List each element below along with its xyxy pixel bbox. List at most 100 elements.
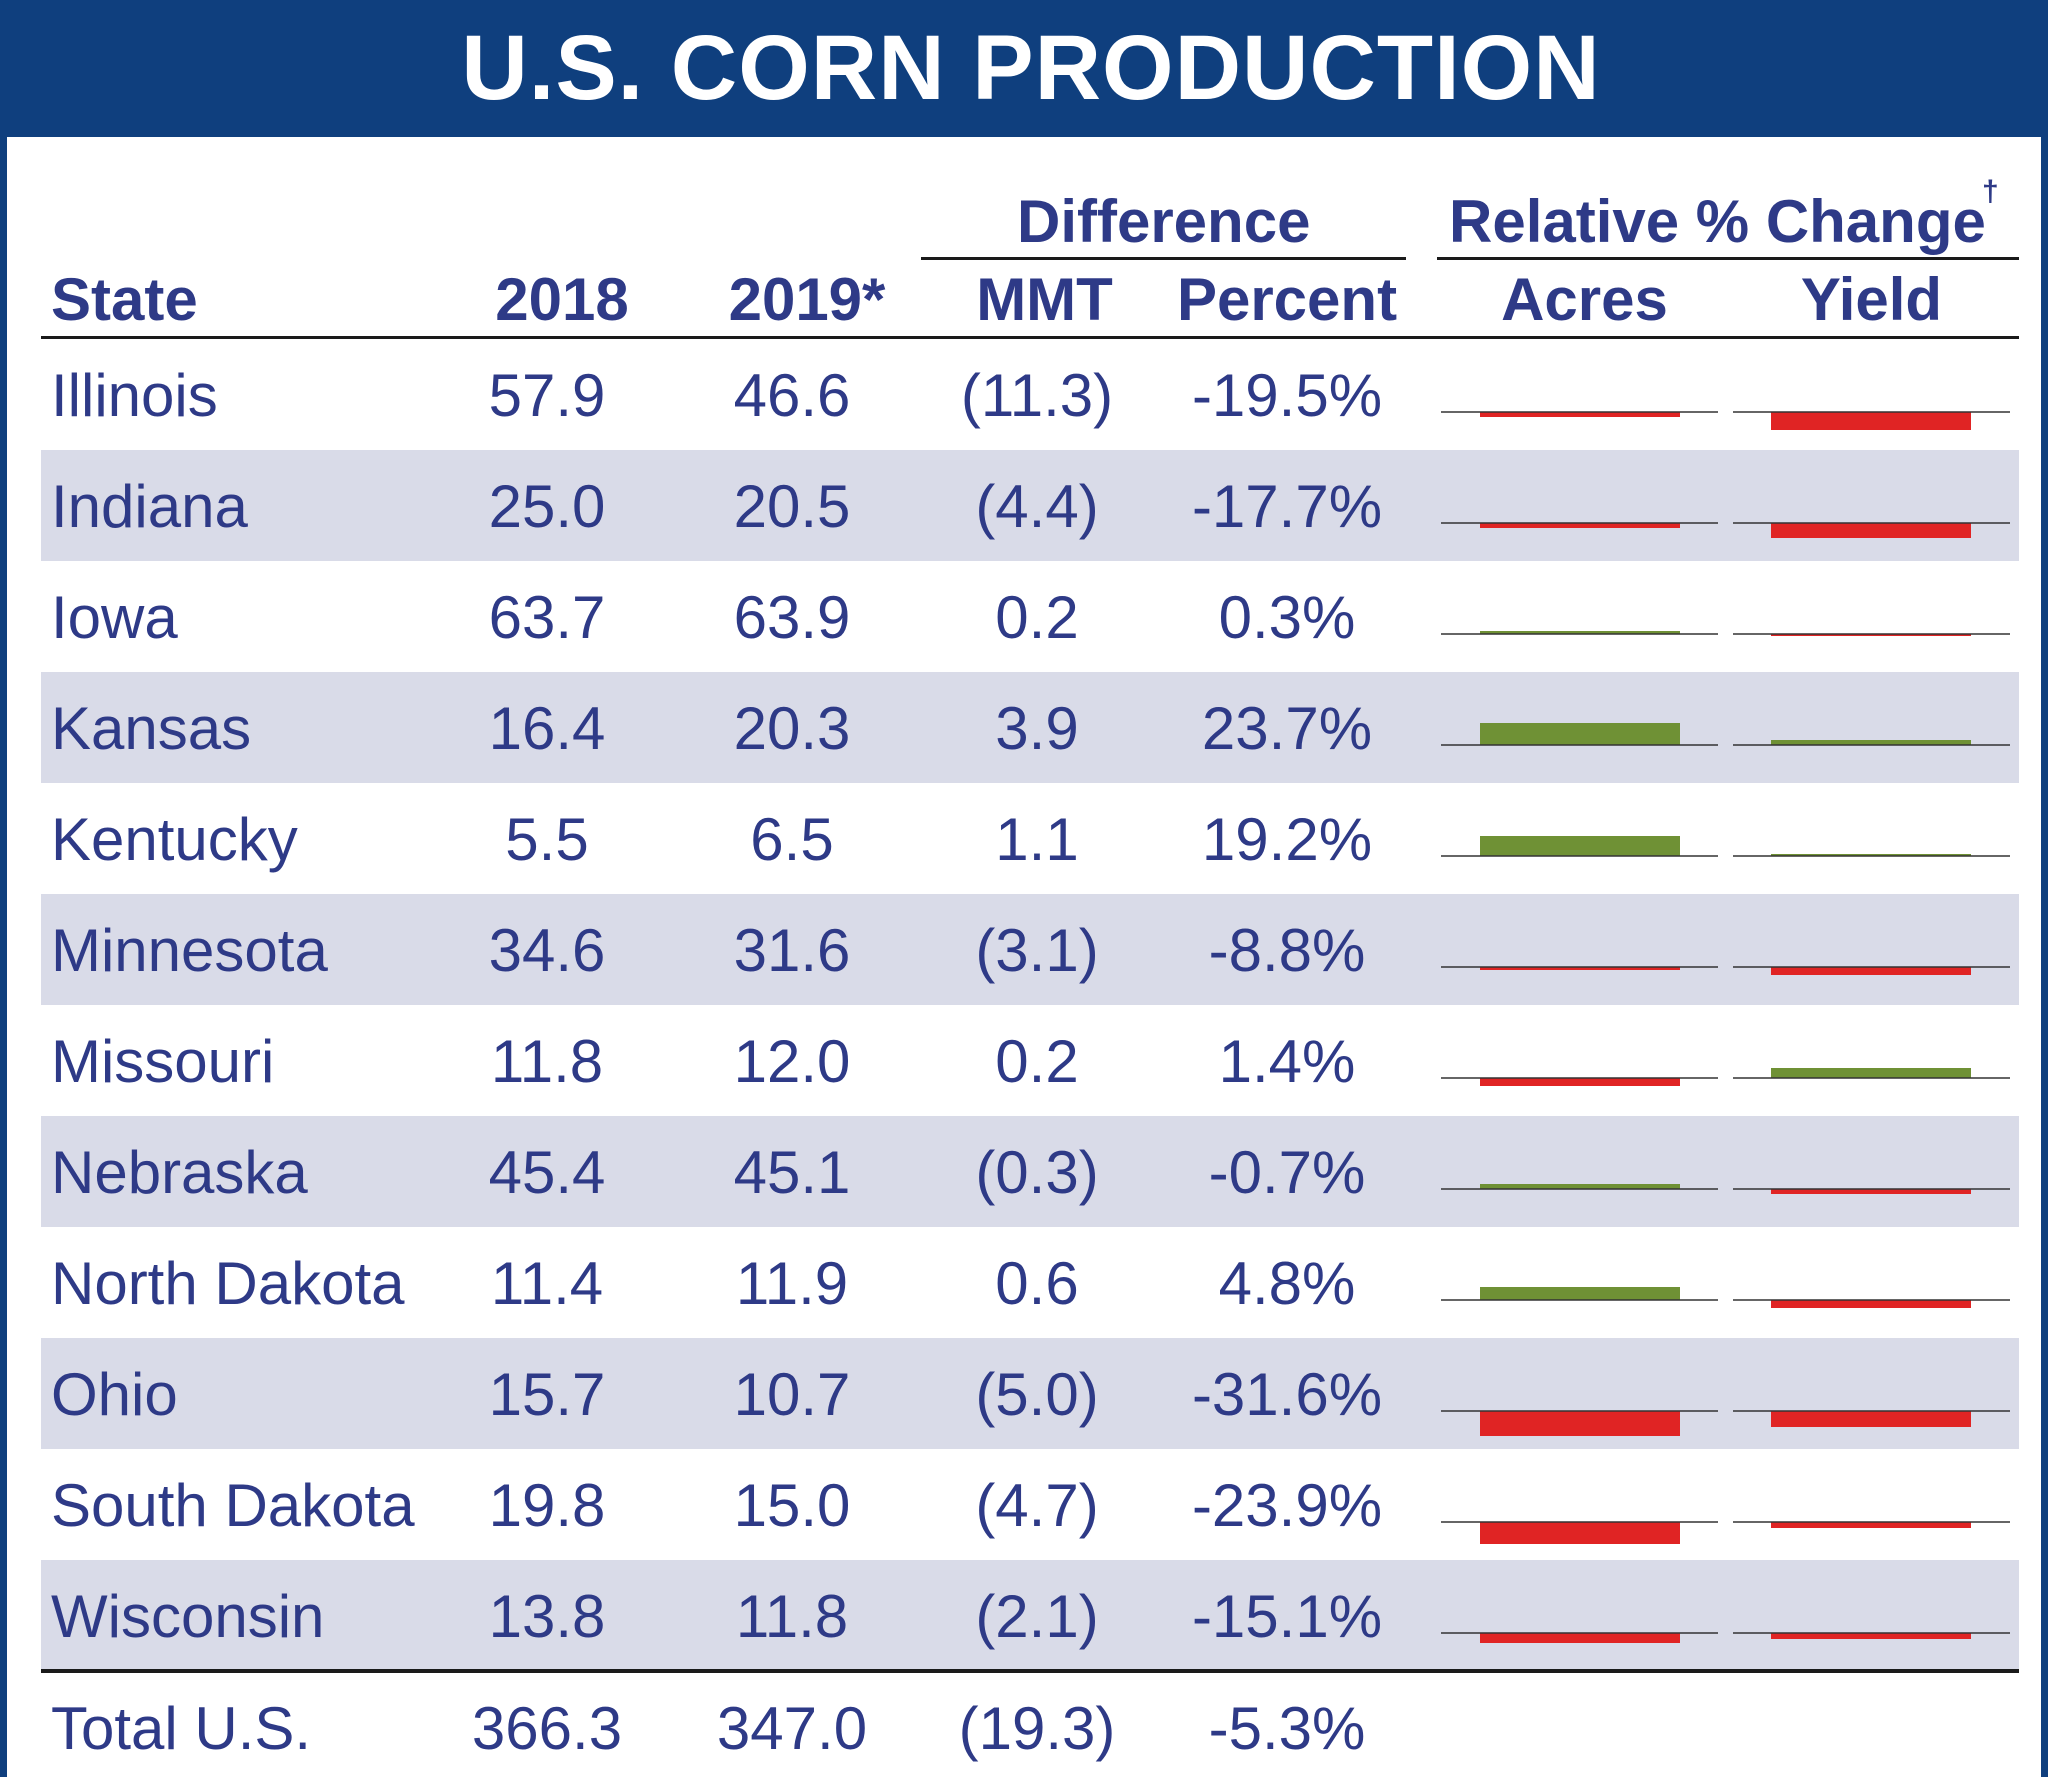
- mmt-difference-cell: 0.6: [995, 1250, 1079, 1317]
- percent-difference-cell: -0.7%: [1208, 1139, 1366, 1206]
- header-2018: 2018: [495, 266, 629, 333]
- header-2019: 2019*: [728, 266, 886, 333]
- percent-difference-cell: -8.8%: [1208, 917, 1366, 984]
- bar-acres-minnesota: [1480, 967, 1680, 970]
- value-2019-cell: 11.8: [735, 1583, 849, 1650]
- value-2018-cell: 15.7: [488, 1361, 606, 1428]
- bar-acres-missouri: [1480, 1078, 1680, 1086]
- value-2019-cell: 12.0: [733, 1028, 851, 1095]
- bar-acres-kansas: [1480, 723, 1680, 745]
- percent-difference-cell: -23.9%: [1191, 1472, 1383, 1539]
- row-stripe: [41, 450, 2019, 561]
- bar-yield-kansas: [1771, 740, 1971, 745]
- percent-difference-cell: -15.1%: [1191, 1583, 1383, 1650]
- state-cell: Illinois: [51, 362, 218, 429]
- state-cell: South Dakota: [51, 1472, 415, 1539]
- value-2018-cell: 34.6: [488, 917, 606, 984]
- mmt-difference-cell: 0.2: [995, 584, 1079, 651]
- mmt-difference-cell: (2.1): [975, 1583, 1099, 1650]
- row-stripe: [41, 672, 2019, 783]
- state-cell: Missouri: [51, 1028, 275, 1095]
- value-2018-cell: 11.4: [490, 1250, 604, 1317]
- row-stripe: [41, 894, 2019, 1005]
- title-banner: U.S. CORN PRODUCTION: [7, 0, 2048, 137]
- header-rule: [41, 336, 2019, 339]
- bar-yield-kentucky: [1771, 854, 1971, 856]
- relative-change-bars: [1441, 411, 2010, 1643]
- value-2018-cell: 25.0: [488, 473, 606, 540]
- mmt-difference-cell: (5.0): [975, 1361, 1099, 1428]
- total-rule: [41, 1669, 2019, 1673]
- header-yield: Yield: [1800, 266, 1943, 333]
- bar-yield-nebraska: [1771, 1189, 1971, 1194]
- mmt-difference-cell: (4.4): [975, 473, 1099, 540]
- percent-difference-cell: 23.7%: [1201, 695, 1373, 762]
- value-2018-cell: 45.4: [488, 1139, 606, 1206]
- row-stripe: [41, 1116, 2019, 1227]
- mmt-difference-cell: (3.1): [975, 917, 1099, 984]
- mmt-difference-cell: 0.2: [995, 1028, 1079, 1095]
- difference-underline: [921, 257, 1406, 260]
- bar-acres-wisconsin: [1480, 1633, 1680, 1643]
- state-cell: Ohio: [51, 1361, 178, 1428]
- bar-yield-minnesota: [1771, 967, 1971, 975]
- value-2019-cell: 31.6: [733, 917, 851, 984]
- value-2019-cell: 63.9: [733, 584, 851, 651]
- mmt-difference-cell: (0.3): [975, 1139, 1099, 1206]
- value-2018-cell: 16.4: [488, 695, 606, 762]
- value-2019-cell: 11.9: [735, 1250, 849, 1317]
- header-mmt: MMT: [976, 266, 1113, 333]
- value-2018-cell: 13.8: [488, 1583, 606, 1650]
- header-difference: Difference: [1017, 188, 1311, 255]
- dagger-footnote-mark: †: [1982, 175, 1999, 208]
- state-cell: Nebraska: [51, 1139, 308, 1206]
- value-2018-cell: 57.9: [488, 362, 606, 429]
- state-cell: North Dakota: [51, 1250, 405, 1317]
- percent-difference-cell: 0.3%: [1218, 584, 1356, 651]
- percent-difference-cell: -19.5%: [1191, 362, 1383, 429]
- bar-acres-nebraska: [1480, 1184, 1680, 1189]
- value-2019-cell: 10.7: [733, 1361, 851, 1428]
- value-2018-cell: 19.8: [488, 1472, 606, 1539]
- bar-acres-north-dakota: [1480, 1287, 1680, 1300]
- state-cell: Kansas: [51, 695, 252, 762]
- row-stripe: [41, 1338, 2019, 1449]
- bar-yield-ohio: [1771, 1411, 1971, 1427]
- header-state: State: [51, 266, 198, 333]
- bar-yield-indiana: [1771, 523, 1971, 538]
- bar-acres-kentucky: [1480, 836, 1680, 856]
- total-2018-cell: 366.3: [471, 1695, 623, 1762]
- bar-yield-illinois: [1771, 412, 1971, 430]
- state-cell: Minnesota: [51, 917, 328, 984]
- bar-yield-wisconsin: [1771, 1633, 1971, 1639]
- total-mmt-cell: (19.3): [958, 1695, 1116, 1762]
- chart-title: U.S. CORN PRODUCTION: [461, 17, 1601, 119]
- state-cell: Iowa: [51, 584, 178, 651]
- percent-difference-cell: 1.4%: [1218, 1028, 1356, 1095]
- mmt-difference-cell: 1.1: [995, 806, 1079, 873]
- value-2019-cell: 20.5: [733, 473, 851, 540]
- state-cell: Kentucky: [51, 806, 298, 873]
- header-percent: Percent: [1176, 266, 1398, 333]
- value-2019-cell: 20.3: [733, 695, 851, 762]
- bar-yield-iowa: [1771, 634, 1971, 636]
- header-relative-change: Relative % Change: [1449, 188, 1986, 255]
- value-2018-cell: 5.5: [505, 806, 589, 873]
- bar-yield-south-dakota: [1771, 1522, 1971, 1528]
- percent-difference-cell: -17.7%: [1191, 473, 1383, 540]
- header-acres: Acres: [1501, 266, 1668, 333]
- bar-yield-north-dakota: [1771, 1300, 1971, 1308]
- mmt-difference-cell: (11.3): [960, 362, 1114, 429]
- bar-acres-iowa: [1480, 631, 1680, 634]
- percent-difference-cell: -31.6%: [1191, 1361, 1383, 1428]
- state-cell: Indiana: [51, 473, 248, 540]
- percent-difference-cell: 19.2%: [1201, 806, 1373, 873]
- value-2019-cell: 15.0: [733, 1472, 851, 1539]
- row-stripe: [41, 1560, 2019, 1671]
- relative-change-underline: [1437, 257, 2019, 260]
- value-2019-cell: 46.6: [733, 362, 851, 429]
- mmt-difference-cell: (4.7): [975, 1472, 1099, 1539]
- bar-acres-south-dakota: [1480, 1522, 1680, 1544]
- bar-acres-ohio: [1480, 1411, 1680, 1436]
